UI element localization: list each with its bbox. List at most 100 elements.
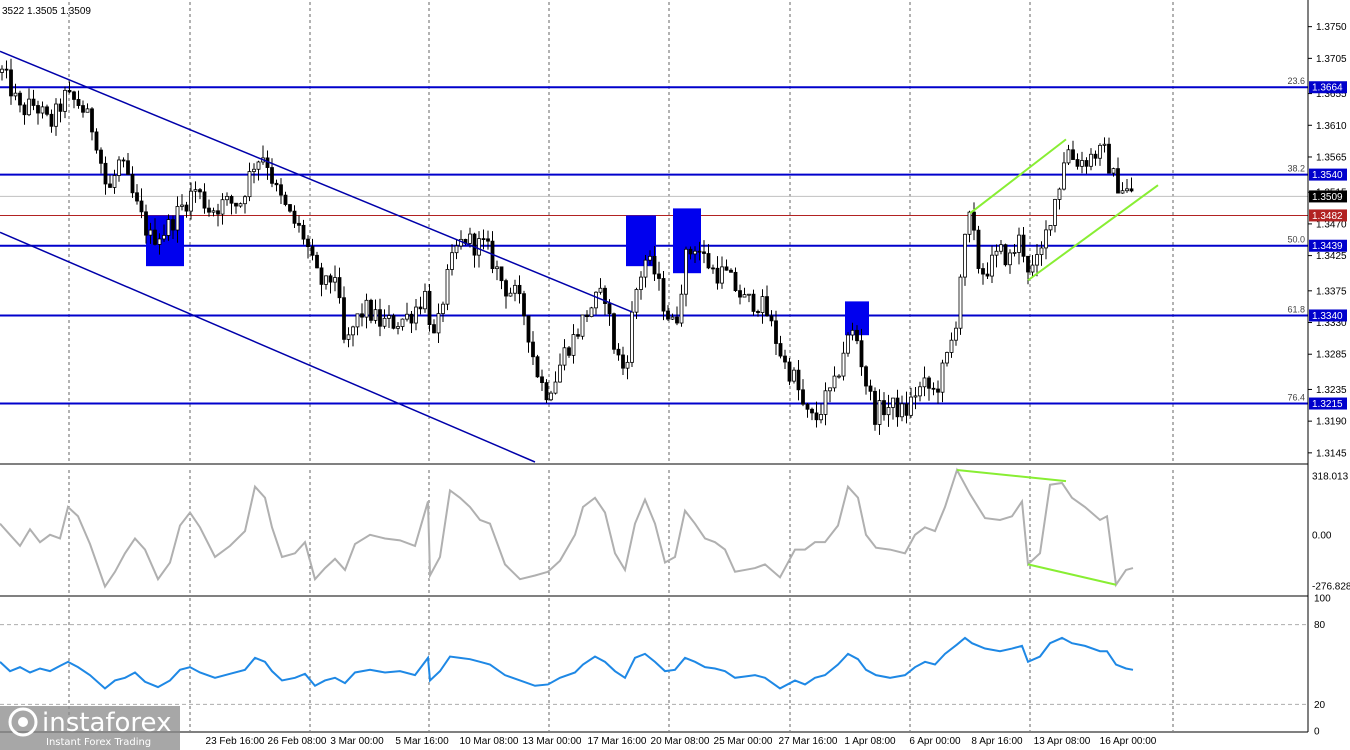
- candle: [571, 324, 576, 364]
- price-tick-label: 1.3425: [1316, 251, 1347, 262]
- candle-body: [193, 189, 198, 192]
- candle-body: [72, 91, 76, 100]
- candle: [445, 264, 450, 311]
- candle: [315, 251, 319, 269]
- candle-body: [553, 381, 558, 394]
- candle: [535, 354, 540, 378]
- candle: [958, 274, 963, 335]
- candle-body: [63, 89, 67, 112]
- candle: [1071, 140, 1075, 160]
- candle-body: [31, 98, 36, 106]
- fib-level-label: 61.8: [1287, 304, 1305, 314]
- candle-body: [634, 289, 639, 313]
- candle-body: [355, 313, 360, 328]
- candle-body: [360, 313, 364, 318]
- candle-body: [945, 352, 949, 364]
- candle: [324, 275, 328, 290]
- candle: [873, 387, 877, 431]
- candle: [612, 312, 616, 354]
- candle: [580, 314, 585, 340]
- candle-body: [823, 390, 828, 415]
- axes: [0, 0, 1309, 733]
- candle: [693, 246, 697, 264]
- candle: [544, 379, 549, 404]
- candle: [216, 203, 220, 227]
- price-tick-label: 1.3285: [1316, 350, 1347, 361]
- cci-line: [0, 467, 1134, 589]
- price-tick-label: 1.3565: [1316, 152, 1347, 163]
- price-tick-label: 1.3470: [1316, 219, 1347, 230]
- instaforex-logo: instaforex Instant Forex Trading: [0, 706, 180, 750]
- candle-body: [49, 113, 54, 127]
- candle-body: [1003, 244, 1008, 266]
- candle: [387, 305, 391, 329]
- candle: [855, 325, 859, 345]
- candle: [162, 224, 166, 242]
- candle: [243, 195, 247, 214]
- candle-body: [157, 238, 162, 245]
- price-tick-label: 1.3750: [1316, 22, 1347, 33]
- candle: [409, 311, 414, 333]
- candle-body: [819, 414, 823, 421]
- red-level-tag-bg: [1309, 209, 1347, 222]
- candle-body: [985, 273, 990, 277]
- candle-body: [1125, 188, 1129, 192]
- instaforex-logo-icon: [8, 707, 38, 737]
- candle-body: [711, 267, 715, 270]
- candle-body: [40, 106, 45, 114]
- candle-body: [4, 68, 9, 71]
- candle-body: [1039, 247, 1044, 256]
- candle-body: [918, 386, 922, 397]
- candle-body: [963, 233, 967, 278]
- candle: [1120, 182, 1125, 194]
- candle-body: [922, 377, 927, 388]
- candle: [130, 166, 135, 198]
- candle-body: [382, 317, 387, 327]
- candle-body: [832, 375, 837, 389]
- candle: [306, 235, 310, 259]
- candle: [949, 332, 954, 358]
- candle-body: [639, 276, 643, 290]
- candle-body: [445, 269, 450, 305]
- candle: [99, 147, 103, 174]
- candle-body: [1030, 264, 1035, 273]
- logo-brand: instaforex: [42, 708, 171, 738]
- candle-body: [0, 68, 4, 73]
- candle: [400, 318, 405, 331]
- candle-body: [657, 273, 661, 279]
- candle: [801, 379, 805, 407]
- candle-body: [18, 92, 22, 106]
- candle-body: [612, 313, 616, 350]
- candle: [792, 367, 796, 384]
- candle: [481, 229, 486, 250]
- candle: [396, 322, 400, 335]
- candle-body: [342, 297, 346, 340]
- candle: [369, 298, 373, 324]
- candle: [180, 194, 184, 211]
- candle: [859, 328, 864, 376]
- candle: [441, 301, 445, 323]
- ascending-channel-upper: [969, 138, 1067, 215]
- candle: [976, 225, 981, 274]
- candle-body: [526, 315, 531, 343]
- level-price-tag: 1.3215: [1312, 399, 1343, 410]
- candle: [405, 302, 409, 322]
- candle-body: [13, 92, 18, 97]
- candle: [702, 240, 706, 264]
- candle: [972, 202, 976, 241]
- candle-body: [139, 200, 144, 213]
- candle-body: [436, 313, 441, 334]
- candle: [738, 284, 742, 305]
- candle-body: [769, 315, 774, 322]
- candle: [895, 389, 900, 427]
- candle: [360, 303, 364, 327]
- candle: [634, 287, 639, 320]
- candle: [562, 339, 567, 371]
- logo-tagline: Instant Forex Trading: [46, 737, 151, 748]
- candle-body: [346, 334, 351, 340]
- candle: [882, 392, 886, 421]
- candle-body: [697, 250, 702, 253]
- level-price-tag-bg: [1309, 239, 1347, 252]
- candle-body: [315, 254, 319, 269]
- candle-body: [409, 313, 414, 324]
